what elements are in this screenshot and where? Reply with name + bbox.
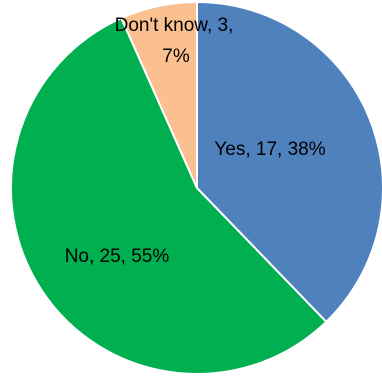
data-label-dont-know-line2: 7%	[162, 46, 190, 67]
pie-slice-no	[10, 16, 328, 375]
pie-slice-don-t-know	[120, 0, 198, 189]
pie-slice-yes	[196, 0, 382, 324]
data-label-dont-know-line1: Don't know, 3,	[115, 15, 234, 36]
data-label-yes: Yes, 17, 38%	[214, 139, 325, 160]
pie-slices	[10, 0, 382, 375]
data-label-no: No, 25, 55%	[65, 246, 170, 267]
